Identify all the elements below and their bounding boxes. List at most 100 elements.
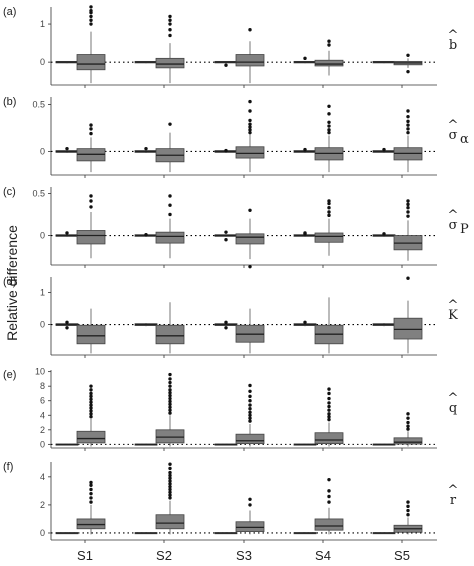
box-S5-wide-outlier-2 (406, 504, 410, 509)
box-S2-narrow (134, 443, 158, 446)
box-S4-narrow (293, 147, 317, 153)
panel-4: (e) 0 2 4 6 8 10 q^ (3, 367, 458, 451)
box-S4-wide-outlier-3 (327, 201, 331, 206)
box-S2-wide-outlier-0 (168, 33, 172, 38)
box-S1-wide-outlier-5 (89, 400, 93, 404)
box-S3-narrow (214, 532, 238, 535)
box-S5-wide-outlier-1 (406, 127, 410, 131)
parameter-hat: ^ (448, 28, 459, 43)
box-S3-wide-outlier-4 (248, 118, 252, 123)
box-S1-wide-box (76, 324, 106, 345)
box-S5-wide (393, 109, 423, 173)
box-S3-wide-box (235, 146, 265, 159)
box-S2-wide-outlier-7 (168, 391, 172, 395)
box-S4-narrow-outlier-1 (303, 231, 307, 235)
box-S5-wide-outlier-0 (406, 513, 410, 517)
box-S3-narrow (214, 230, 238, 242)
box-S4-wide-box (314, 59, 344, 67)
box-S3-wide-outlier-2 (248, 125, 252, 129)
box-S5-wide (393, 500, 423, 535)
box-S4-wide-outlier-2 (327, 489, 331, 493)
category-label-S3: S3 (236, 548, 252, 563)
box-S2-wide-outlier-11 (168, 462, 172, 466)
box-S2-wide-box (155, 429, 185, 444)
panel-label: (f) (3, 461, 13, 473)
box-S1-wide-outlier-0 (89, 500, 93, 504)
box-S3-wide-outlier-1 (248, 416, 252, 420)
box-S2-wide-outlier-10 (168, 466, 172, 471)
y-tick-label: 0 (40, 231, 45, 241)
box-S5-wide-outlier-5 (406, 109, 410, 113)
box-S4-narrow (293, 532, 317, 535)
box-S5-narrow (372, 147, 396, 153)
box-S3-wide-outlier-2 (248, 413, 252, 417)
box-S4-wide-outlier-0 (327, 130, 331, 135)
box-S1-narrow-outlier-0 (65, 231, 69, 235)
y-tick-label: 2 (40, 425, 45, 435)
box-S2-wide-outlier-1 (168, 28, 172, 32)
box-S5-narrow (372, 532, 396, 535)
box-S2-narrow (134, 532, 158, 535)
y-tick-label: 0.5 (32, 188, 45, 198)
box-S1-wide-box (76, 230, 106, 245)
box-S2-wide-outlier-2 (168, 22, 172, 26)
box-S2-wide-outlier-1 (168, 493, 172, 497)
box-S3-wide-outlier-0 (248, 503, 252, 507)
box-S2-wide-outlier-6 (168, 479, 172, 483)
box-S4-wide-outlier-5 (327, 104, 331, 108)
panel-label: (d) (3, 276, 16, 288)
box-S3-wide-box (235, 233, 265, 245)
box-S2-wide-box (155, 231, 185, 244)
box-S2-wide-outlier-2 (168, 490, 172, 494)
box-S2-wide (155, 302, 185, 354)
parameter-symbol: σ (449, 128, 458, 143)
y-tick-label: 8 (40, 381, 45, 391)
box-S1-wide-outlier-3 (89, 487, 93, 492)
category-label-S2: S2 (156, 548, 172, 563)
box-S5-wide (393, 53, 423, 74)
box-S1-wide-outlier-0 (89, 415, 93, 419)
panel-1: (b) 0 0.5 σ^α (3, 96, 469, 178)
box-S4-wide-outlier-2 (327, 206, 331, 210)
box-S2-wide-outlier-8 (168, 388, 172, 392)
box-S3-wide (235, 497, 265, 535)
box-S1-wide-box (76, 518, 106, 530)
y-tick-label: 0 (40, 320, 45, 330)
box-S1-wide-outlier-3 (89, 406, 93, 410)
box-S3-narrow-outlier-1 (224, 238, 228, 242)
y-tick-label: 1 (40, 288, 45, 298)
box-S3-narrow-outlier-0 (224, 63, 228, 67)
box-S5-wide-outlier-0 (406, 427, 410, 431)
parameter-hat: ^ (448, 208, 459, 223)
box-S2-wide (155, 194, 185, 259)
panel-2: (c) 0 0.5 σ^P (3, 186, 469, 269)
box-S4-wide-outlier-0 (327, 213, 331, 218)
box-S2-wide-outlier-3 (168, 402, 172, 407)
box-S4-wide-outlier-0 (327, 417, 331, 422)
box-S3-wide-outlier-4 (248, 407, 252, 411)
box-S1-wide-outlier-1 (89, 18, 93, 22)
box-S5-narrow (372, 443, 396, 446)
box-S2-narrow (134, 146, 158, 153)
box-S3-wide-outlier-5 (248, 403, 252, 407)
box-S2-wide-outlier-8 (168, 473, 172, 478)
box-S1-wide (76, 308, 106, 354)
box-S4-wide-outlier-3 (327, 120, 331, 124)
box-S3-wide (235, 99, 265, 173)
box-S1-wide-outlier-7 (89, 394, 93, 399)
box-S1-wide-outlier-1 (89, 412, 93, 416)
box-S3-wide-outlier-1 (248, 497, 252, 501)
box-S1-wide-outlier-2 (89, 409, 93, 413)
box-S2-wide-outlier-9 (168, 384, 172, 388)
box-S2-wide-outlier-2 (168, 405, 172, 409)
box-S4-wide (314, 39, 344, 76)
box-S2-wide-outlier-1 (168, 408, 172, 412)
box-S3-wide-outlier-6 (248, 399, 252, 403)
box-S4-wide (314, 387, 344, 447)
box-S1-wide (76, 384, 106, 447)
panel-label: (b) (3, 96, 16, 108)
box-S2-wide-outlier-6 (168, 393, 172, 398)
box-S2-wide-box (155, 514, 185, 530)
box-S1-wide-outlier-1 (89, 199, 93, 203)
box-S1-wide-box (76, 430, 106, 444)
